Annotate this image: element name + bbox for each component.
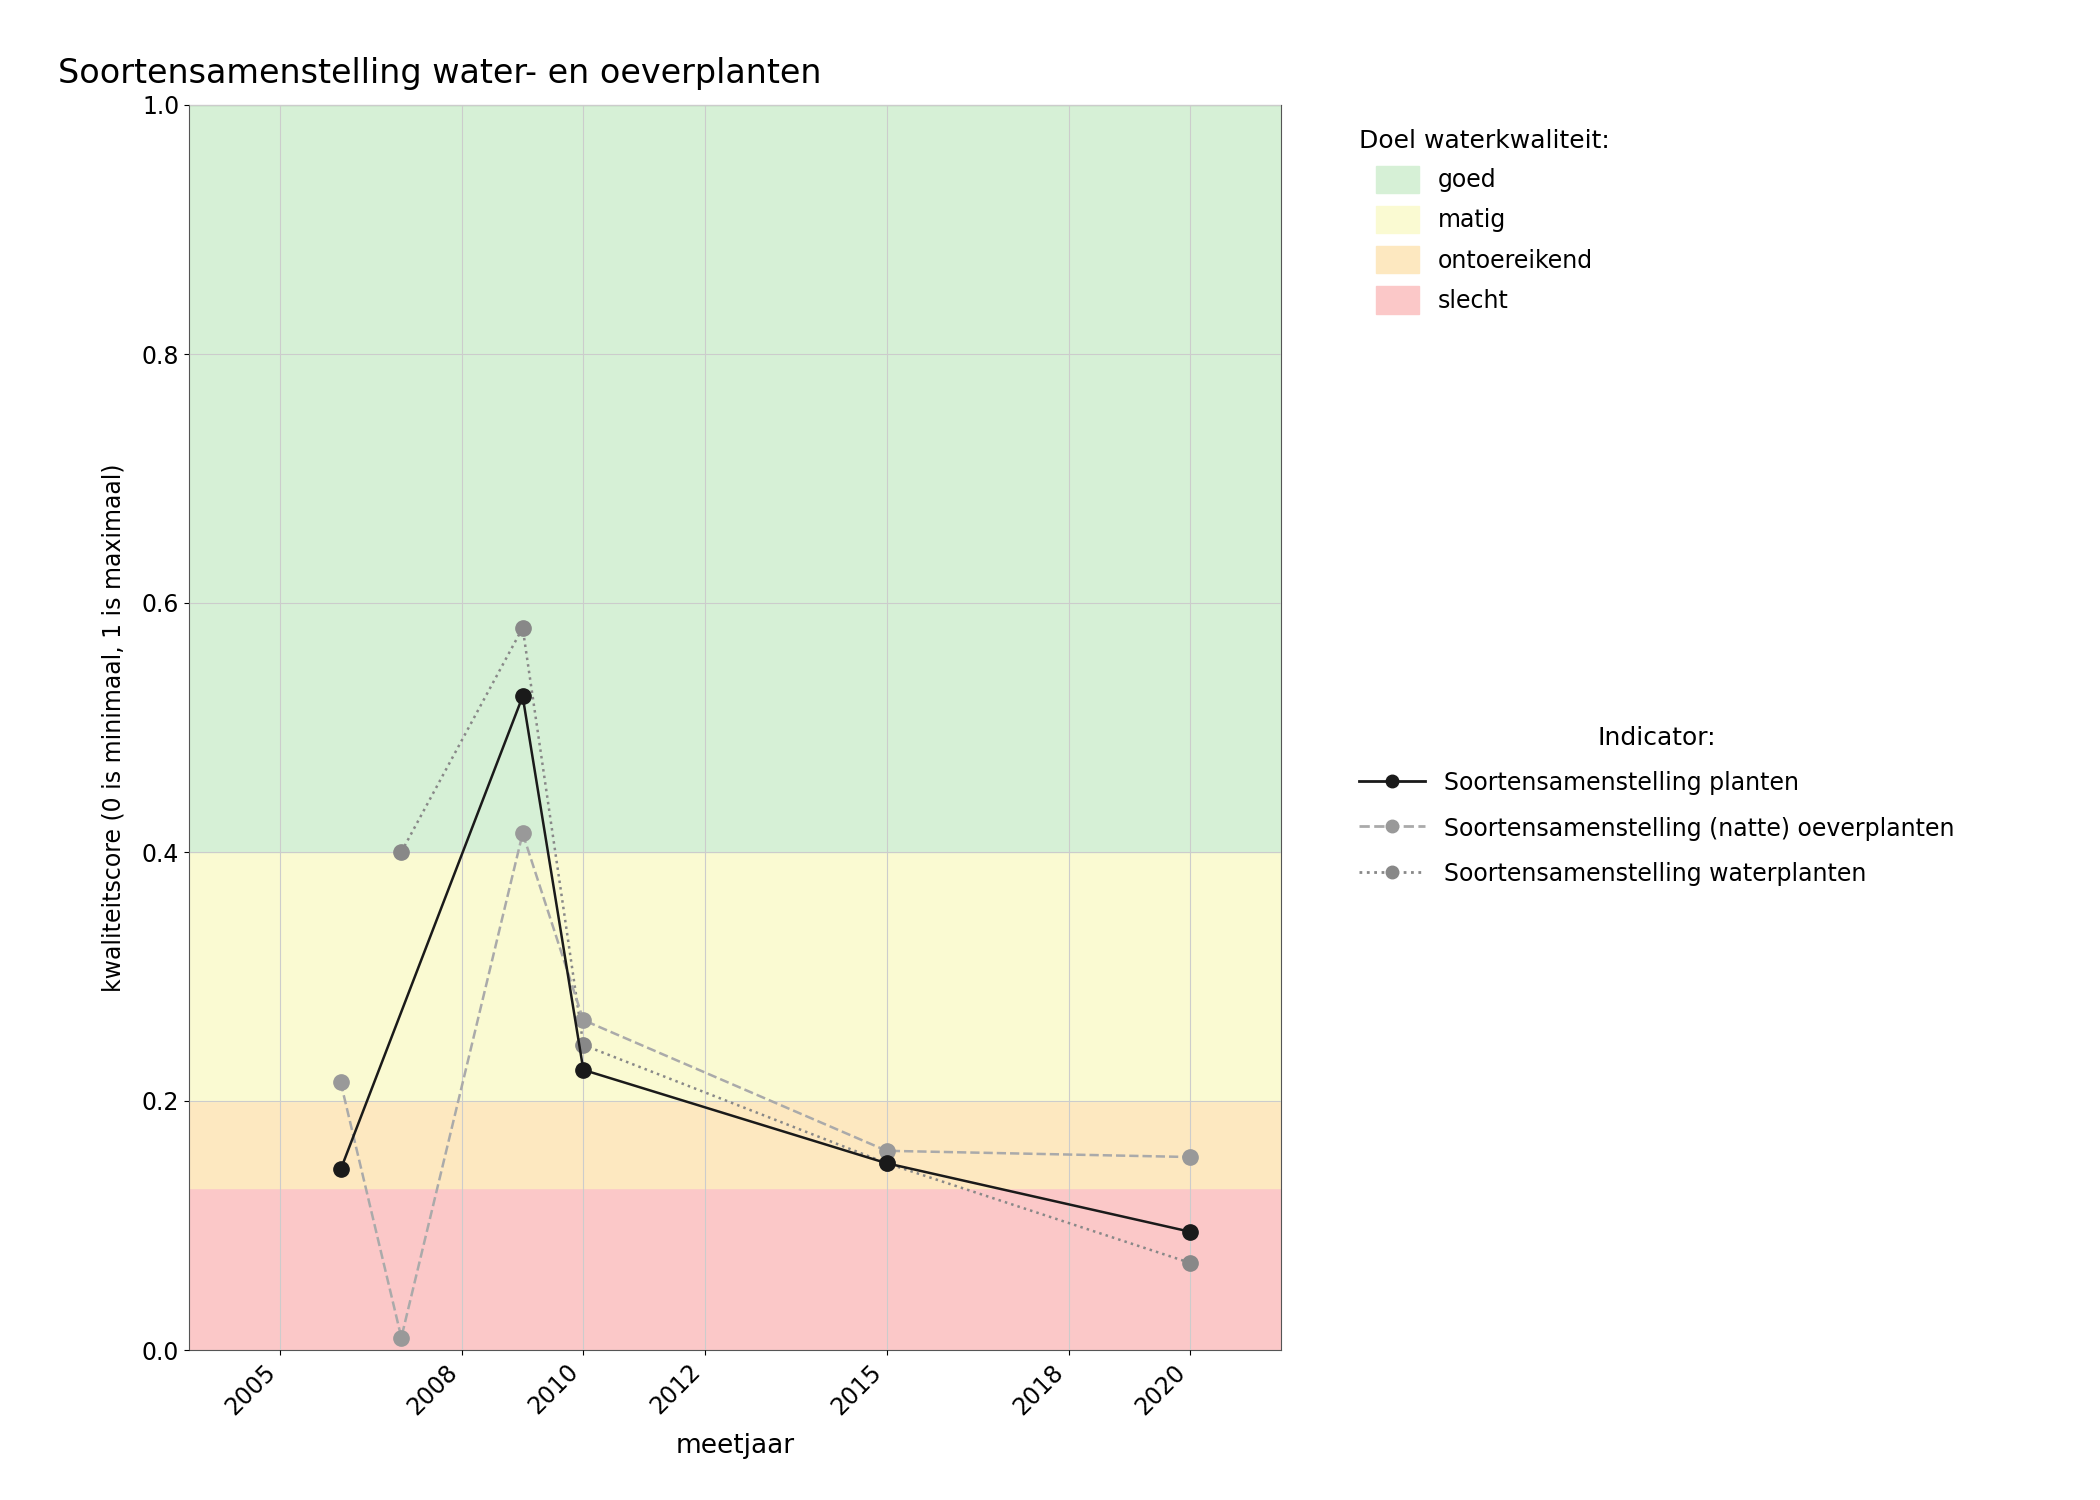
X-axis label: meetjaar: meetjaar	[676, 1432, 794, 1460]
Bar	[189, 1188, 1281, 1350]
Bar	[189, 105, 1281, 852]
Bar	[189, 1101, 1281, 1188]
Legend: Soortensamenstelling planten, Soortensamenstelling (natte) oeverplanten, Soorten: Soortensamenstelling planten, Soortensam…	[1348, 714, 1966, 898]
Text: Soortensamenstelling water- en oeverplanten: Soortensamenstelling water- en oeverplan…	[59, 57, 821, 90]
Y-axis label: kwaliteitscore (0 is minimaal, 1 is maximaal): kwaliteitscore (0 is minimaal, 1 is maxi…	[101, 464, 126, 992]
Bar	[189, 852, 1281, 1101]
